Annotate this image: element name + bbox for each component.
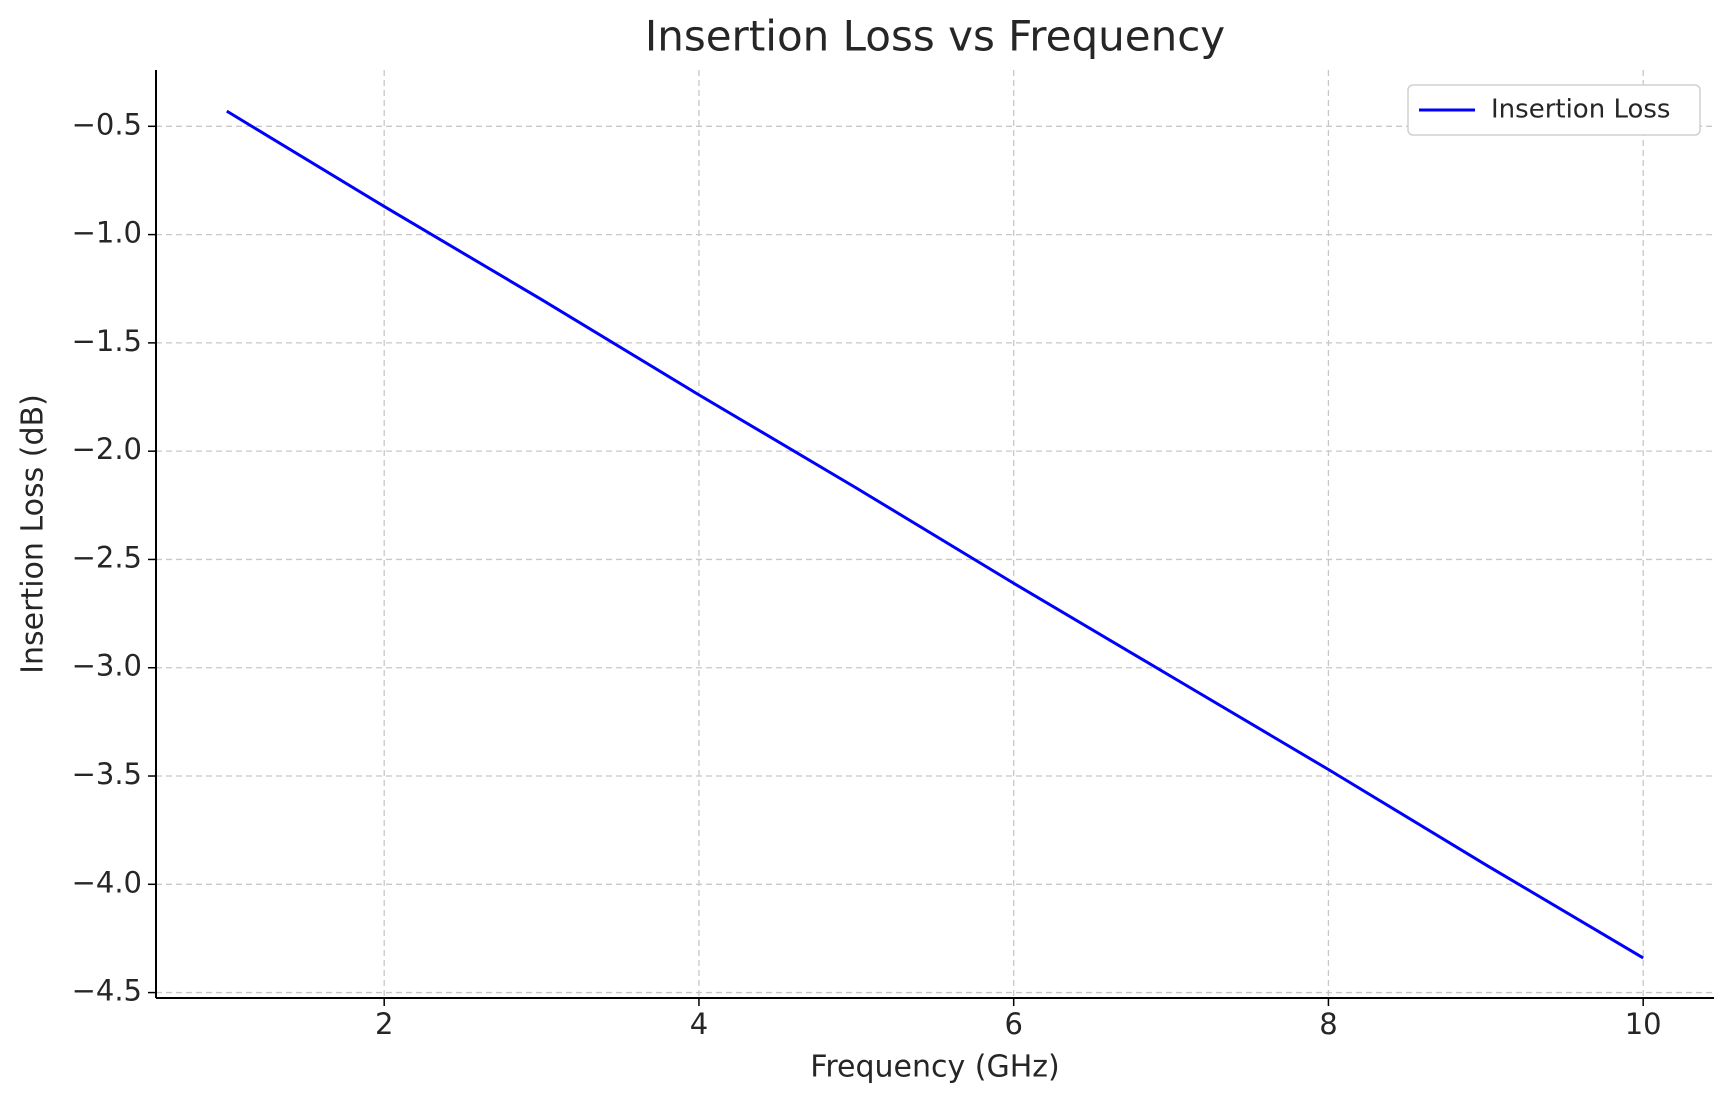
x-tick-label: 10 <box>1625 1007 1662 1041</box>
y-tick-label: −3.5 <box>72 757 142 791</box>
y-tick-label: −4.0 <box>72 865 142 899</box>
y-tick-label: −2.0 <box>72 432 142 466</box>
x-axis-label: Frequency (GHz) <box>810 1050 1059 1085</box>
y-axis-label: Insertion Loss (dB) <box>16 394 51 674</box>
legend-label: Insertion Loss <box>1491 95 1670 125</box>
chart-title: Insertion Loss vs Frequency <box>645 12 1225 61</box>
x-tick-label: 2 <box>375 1007 393 1041</box>
y-tick-label: −1.5 <box>72 324 142 358</box>
y-tick-label: −3.0 <box>72 649 142 683</box>
line-series <box>226 109 1644 960</box>
x-tick-label: 6 <box>1004 1007 1022 1041</box>
y-tick-label: −2.5 <box>72 540 142 574</box>
legend-box <box>1407 84 1701 136</box>
y-tick-label: −1.0 <box>72 216 142 250</box>
x-tick-label: 8 <box>1319 1007 1337 1041</box>
y-tick-label: −4.5 <box>72 974 142 1008</box>
x-tick-label: 4 <box>690 1007 708 1041</box>
y-tick-label: −0.5 <box>72 107 142 141</box>
